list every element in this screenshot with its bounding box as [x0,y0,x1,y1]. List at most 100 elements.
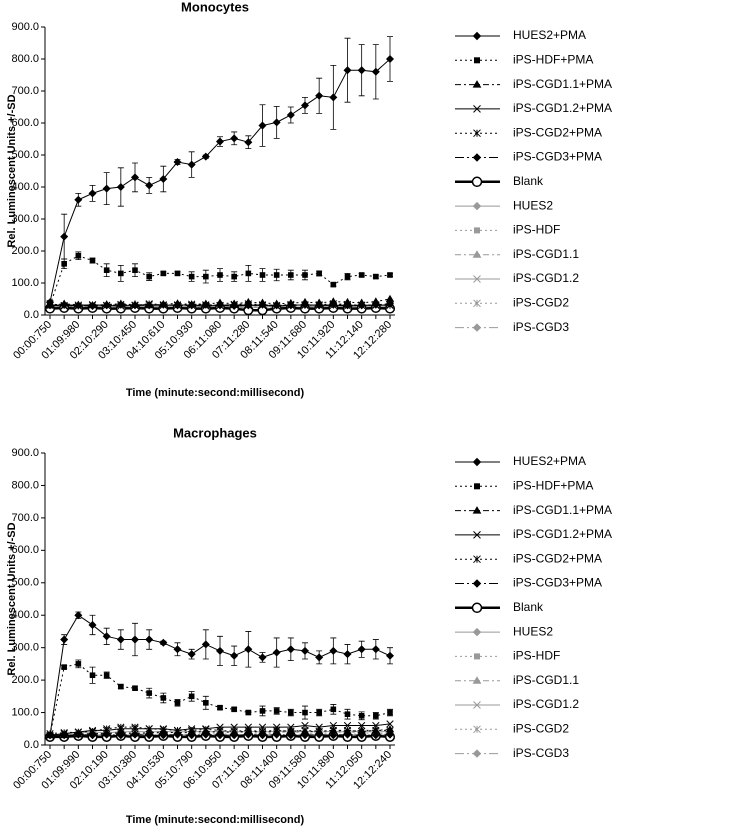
marker [116,635,125,644]
marker [357,298,366,306]
legend-label: HUES2+PMA [513,454,586,468]
legend-label: iPS-CGD2+PMA [513,125,602,139]
marker [472,676,482,684]
legend-label: iPS-CGD3+PMA [513,576,602,590]
y-tick-label: 300.0 [11,642,39,654]
marker [160,270,167,277]
marker [473,725,481,734]
marker [146,273,152,280]
marker [473,299,481,308]
legend-label: iPS-CGD1.2 [513,271,579,285]
marker [201,640,210,649]
marker [371,297,381,305]
marker [288,272,294,278]
marker [286,645,295,654]
marker [244,727,253,735]
marker [74,611,83,620]
marker [258,653,267,662]
marker [473,531,481,539]
legend-label: HUES2+PMA [513,28,586,42]
marker [371,67,380,76]
legend-label: iPS-HDF+PMA [513,478,593,492]
marker [215,646,225,655]
marker [358,721,366,730]
marker [217,272,223,278]
marker [385,651,395,660]
marker [315,653,324,662]
marker [474,227,480,234]
marker [229,299,239,307]
marker [472,201,482,211]
marker [343,721,352,730]
marker [89,672,96,679]
marker [473,105,481,113]
marker [74,300,83,308]
marker [387,709,393,716]
marker [300,297,310,305]
x-axis-label: Time (minute:second:millisecond) [126,814,305,826]
marker [474,483,480,490]
marker [344,711,351,717]
marker [201,727,211,735]
marker [59,299,69,307]
y-tick-label: 600.0 [11,544,39,556]
marker [116,728,126,736]
marker [187,300,196,308]
marker [329,297,338,305]
legend-label: iPS-HDF+PMA [513,52,593,66]
marker [88,620,97,629]
marker [173,158,182,167]
marker [130,635,140,644]
marker [300,646,310,655]
marker [329,93,338,102]
marker [472,457,482,467]
marker [330,706,337,713]
marker [229,727,239,735]
marker [343,66,352,75]
legend-label: iPS-CGD2 [513,295,569,309]
marker [316,270,322,277]
marker [215,727,225,735]
marker [244,138,253,147]
marker [473,701,481,709]
marker [372,721,380,730]
marker [245,270,252,277]
marker [300,101,310,110]
marker [230,134,239,143]
marker [59,730,69,739]
marker [173,645,182,654]
marker [473,129,481,138]
marker [373,713,379,719]
marker [259,708,266,714]
marker [159,299,168,307]
marker [88,729,97,737]
marker [74,195,83,204]
y-axis-label: Rel. Luminescent Units +/-SD [6,522,18,675]
marker [216,723,224,731]
legend-label: iPS-CGD1.2+PMA [513,101,612,115]
y-tick-label: 800.0 [11,479,39,491]
marker [272,118,281,127]
legend-label: iPS-CGD1.1 [513,673,579,687]
marker [474,653,480,660]
marker [385,54,395,64]
marker [472,506,482,514]
marker [132,685,138,692]
chart-title: Macrophages [173,425,257,440]
marker [187,160,196,169]
marker [259,272,266,278]
marker [357,645,366,654]
marker [130,173,140,182]
legend-label: iPS-CGD1.2+PMA [513,527,612,541]
marker [173,728,182,736]
series-line [49,58,391,303]
marker [302,709,308,716]
y-tick-label: 500.0 [11,577,39,589]
marker [344,273,351,280]
marker [343,650,352,659]
marker [272,727,281,735]
marker [45,731,55,740]
marker [472,80,482,88]
legend-label: iPS-CGD1.1+PMA [513,503,612,517]
marker [316,709,322,716]
